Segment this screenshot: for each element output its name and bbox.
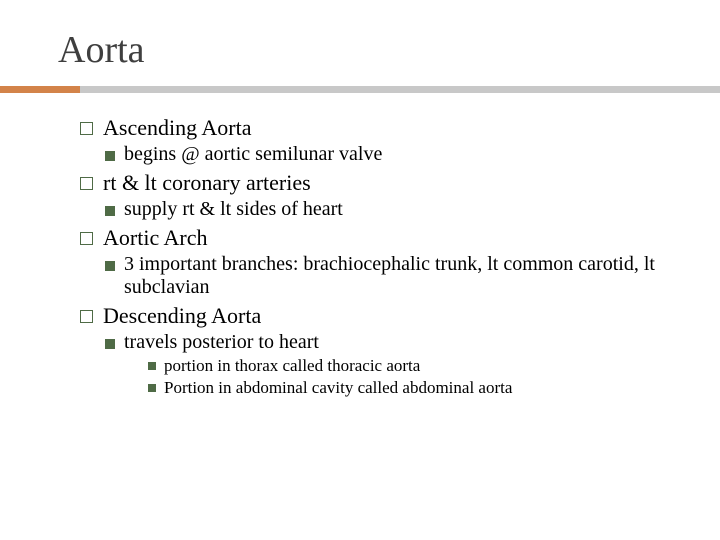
filled-square-bullet [105,339,115,349]
list-item: Descending Aorta [80,303,670,329]
list-item: rt & lt coronary arteries [80,170,670,196]
filled-square-bullet [105,206,115,216]
item-text: portion in thorax called thoracic aorta [164,356,420,376]
filled-square-bullet [105,151,115,161]
item-text: travels posterior to heart [124,331,670,354]
filled-square-bullet [105,261,115,271]
slide-container: Aorta Ascending Aorta begins @ aortic se… [0,0,720,540]
small-square-bullet [148,362,156,370]
content-body: Ascending Aorta begins @ aortic semiluna… [50,115,670,398]
item-text: Ascending Aorta [103,115,251,141]
hollow-square-bullet [80,232,93,245]
slide-title: Aorta [58,28,670,72]
underline-orange [0,86,80,93]
item-text: 3 important branches: brachiocephalic tr… [124,253,670,299]
list-item: begins @ aortic semilunar valve [105,143,670,166]
item-text: Aortic Arch [103,225,207,251]
title-underline [50,86,670,93]
item-text: begins @ aortic semilunar valve [124,143,670,166]
hollow-square-bullet [80,177,93,190]
item-text: rt & lt coronary arteries [103,170,311,196]
item-text: Portion in abdominal cavity called abdom… [164,378,512,398]
item-text: Descending Aorta [103,303,261,329]
underline-gray [0,86,720,93]
list-item: Aortic Arch [80,225,670,251]
list-item: Portion in abdominal cavity called abdom… [148,378,670,398]
hollow-square-bullet [80,122,93,135]
list-item: 3 important branches: brachiocephalic tr… [105,253,670,299]
list-item: portion in thorax called thoracic aorta [148,356,670,376]
small-square-bullet [148,384,156,392]
list-item: supply rt & lt sides of heart [105,198,670,221]
item-text: supply rt & lt sides of heart [124,198,670,221]
hollow-square-bullet [80,310,93,323]
list-item: travels posterior to heart [105,331,670,354]
list-item: Ascending Aorta [80,115,670,141]
